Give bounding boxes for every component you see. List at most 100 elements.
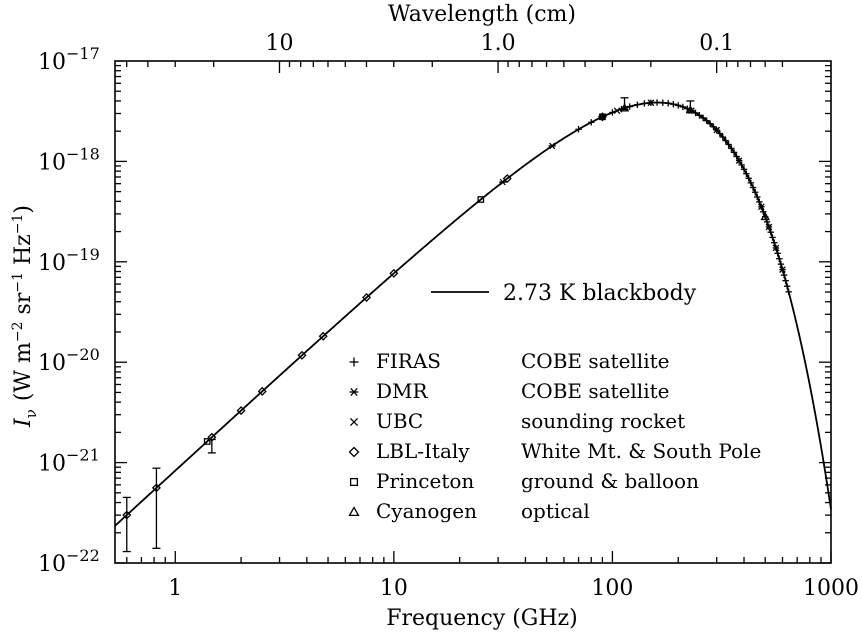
y-tick-label: 10−21 [38, 446, 100, 477]
point-firas [659, 99, 666, 106]
point-lbl-italy [389, 268, 399, 278]
blackbody-curve-group [114, 101, 832, 527]
point-lbl-italy [318, 331, 328, 341]
point-firas [747, 179, 755, 187]
legend-cross-icon [349, 417, 359, 427]
point-firas [719, 133, 727, 141]
point-cyanogen [685, 105, 696, 114]
legend: 2.73 K blackbody FIRAS COBE satellite DMR CO… [348, 281, 761, 523]
y-axis-title: Iν(W m−2 sr−1 Hz−1) [10, 205, 40, 428]
legend-desc: COBE satellite [521, 379, 669, 403]
legend-desc: optical [521, 499, 590, 523]
error-bar [620, 97, 629, 110]
legend-desc: sounding rocket [521, 409, 685, 433]
point-ubc [765, 223, 773, 231]
point-firas [670, 100, 677, 108]
legend-curve-label: 2.73 K blackbody [503, 281, 697, 306]
point-firas [679, 103, 687, 111]
legend-square-icon [349, 477, 359, 487]
point-firas [634, 101, 641, 108]
point-lbl-italy [297, 350, 307, 360]
point-ubc [757, 203, 765, 211]
blackbody-curve [114, 101, 832, 527]
y-tick-label: 10−19 [38, 245, 100, 276]
plot-border [114, 60, 832, 564]
point-ubc [613, 107, 621, 115]
point-firas [749, 184, 757, 191]
point-princeton [203, 438, 211, 445]
point-firas [771, 239, 778, 246]
point-firas [776, 255, 783, 262]
x-tick-label: 1 [168, 576, 182, 601]
legend-desc: COBE satellite [521, 349, 669, 373]
x2-tick-label: 10 [266, 31, 294, 56]
point-firas [699, 114, 707, 122]
point-firas [706, 120, 714, 127]
point-lbl-italy [236, 406, 246, 416]
point-firas [752, 189, 759, 196]
legend-name: Cyanogen [376, 499, 477, 523]
point-lbl-italy [257, 386, 267, 396]
point-princeton [477, 196, 485, 203]
point-firas [716, 130, 724, 137]
x-tick-label: 100 [591, 576, 633, 601]
error-bar [122, 496, 131, 553]
legend-asterisk-icon [349, 387, 359, 397]
y-tick-label: 10−18 [38, 144, 100, 175]
legend-plus-icon [349, 357, 359, 367]
plot-frame [114, 60, 832, 564]
x-tick-label: 1000 [803, 576, 859, 601]
point-ubc [647, 99, 655, 107]
point-firas [725, 141, 732, 148]
point-firas [653, 99, 661, 106]
point-ubc [772, 244, 780, 252]
point-firas [728, 145, 735, 152]
legend-triangle-icon [348, 506, 360, 517]
point-firas [626, 103, 633, 110]
legend-name: Princeton [376, 469, 474, 493]
point-firas [740, 166, 748, 173]
y-tick-label: 10−20 [38, 345, 100, 376]
top-axis-title: Wavelength (cm) [388, 2, 576, 27]
point-firas [767, 228, 774, 236]
point-firas [675, 102, 682, 109]
legend-name: UBC [376, 409, 423, 433]
legend-diamond-icon [348, 446, 360, 458]
point-firas [782, 277, 789, 284]
error-bar [686, 100, 695, 113]
point-firas [703, 117, 710, 124]
point-firas [743, 170, 750, 177]
point-lbl-italy [362, 292, 372, 302]
point-firas [575, 126, 582, 133]
y-tick-label: 10−22 [38, 546, 100, 577]
legend-desc: White Mt. & South Pole [521, 439, 761, 463]
point-lbl-italy [502, 174, 512, 184]
x2-tick-label: 0.1 [699, 31, 734, 56]
point-firas [722, 137, 729, 144]
point-ubc [779, 266, 786, 273]
point-firas [745, 175, 752, 182]
legend-name: FIRAS [376, 349, 441, 373]
x2-tick-label: 1.0 [481, 31, 516, 56]
point-princeton [599, 113, 606, 121]
data-points [122, 97, 792, 553]
point-firas [641, 100, 648, 107]
point-firas [730, 149, 738, 156]
point-firas [774, 250, 781, 257]
point-cyanogen [760, 211, 770, 221]
x-axis-title: Frequency (GHz) [386, 606, 578, 631]
point-firas [588, 119, 595, 126]
y-tick-label: 10−17 [38, 44, 100, 75]
point-ubc [735, 157, 743, 165]
legend-name: LBL-Italy [376, 439, 470, 463]
point-firas [769, 234, 776, 241]
point-dmr [548, 142, 556, 150]
point-firas [777, 260, 785, 268]
legend-name: DMR [376, 379, 429, 403]
point-firas [696, 112, 703, 119]
point-firas [785, 288, 792, 296]
error-bar [207, 438, 216, 454]
point-ubc [713, 126, 721, 134]
point-firas [780, 271, 788, 279]
